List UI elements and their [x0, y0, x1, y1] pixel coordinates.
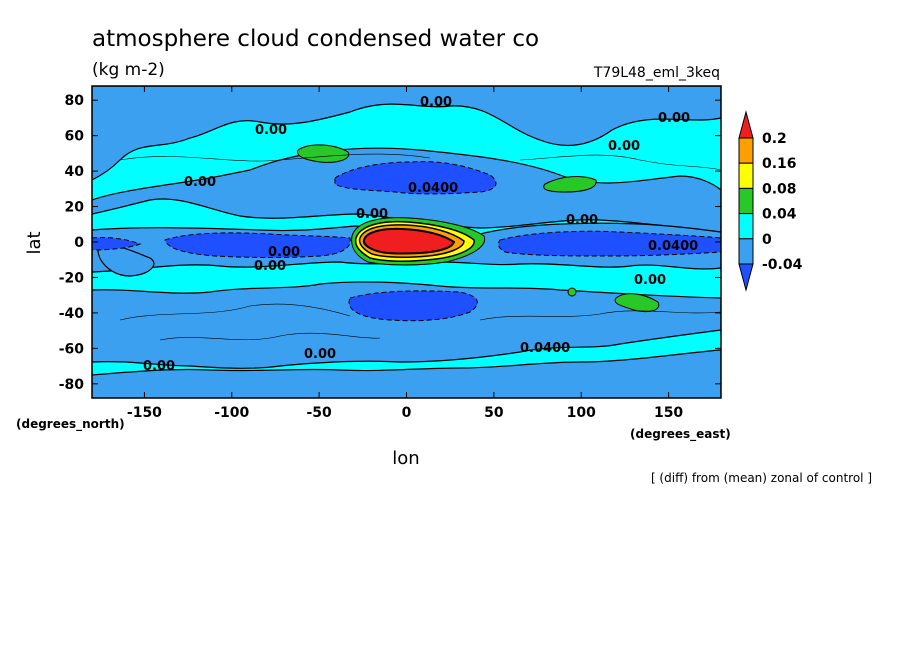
plot-area: 0.00 0.0400 0.00 0.0400 0.00 0.00 0.00 0… — [92, 86, 721, 398]
y-tick-label: -60 — [59, 341, 85, 357]
negative-regions — [92, 86, 721, 398]
contour-label: 0.00 — [268, 245, 300, 260]
contour-label: 0.0400 — [648, 239, 698, 254]
x-tick-label: -150 — [127, 405, 162, 421]
contour-label: 0.00 — [658, 111, 690, 126]
southern-band — [92, 281, 721, 369]
positive-patches — [296, 144, 660, 313]
y-axis: 80 60 40 20 0 -20 -40 -60 -80 — [59, 93, 721, 393]
thin-contour-2 — [519, 154, 721, 171]
colorbar: 0.2 0.16 0.08 0.04 0 -0.04 — [738, 110, 803, 292]
y-tick-label: 60 — [65, 129, 85, 145]
sh-midlat-minimum — [348, 290, 478, 322]
equatorial-far-west — [92, 237, 142, 251]
green-patch-nh-east — [543, 176, 597, 193]
contour-label: 0.00 — [634, 273, 666, 288]
north-polar-region — [92, 86, 721, 181]
y-tick-label: 20 — [65, 200, 85, 216]
colorbar-label: 0.04 — [762, 207, 797, 223]
green-dot-sh — [567, 287, 577, 297]
y-tick-label: -80 — [59, 377, 85, 393]
x-tick-label: 150 — [654, 405, 683, 421]
colorbar-label: 0.2 — [762, 131, 787, 147]
equatorial-east-minimum — [497, 230, 721, 257]
contour-label: 0.00 — [184, 175, 216, 190]
contour-labels: 0.00 0.0400 0.00 0.0400 0.00 0.00 0.00 0… — [143, 95, 698, 374]
thin-contour-1 — [119, 153, 431, 162]
contour-label: 0.00 — [420, 95, 452, 110]
colorbar-bottom-arrow — [738, 263, 754, 292]
chart-title: atmosphere cloud condensed water co — [92, 26, 539, 52]
thin-contour-4 — [479, 310, 721, 321]
x-units-label: (degrees_east) — [630, 427, 731, 442]
green-patch-sh — [614, 293, 660, 313]
run-label: T79L48_eml_3keq — [593, 65, 720, 81]
x-tick-label: -100 — [214, 405, 249, 421]
green-patch-nh-west — [296, 144, 350, 163]
y-tick-label: -40 — [59, 306, 85, 322]
y-tick-label: -20 — [59, 270, 85, 286]
nh-midlat-minimum — [334, 161, 497, 195]
colorbar-swatch — [738, 213, 754, 240]
south-polar-region — [92, 349, 721, 398]
colorbar-top-arrow — [738, 110, 754, 139]
chart-subtitle: (kg m-2) — [92, 60, 165, 80]
x-axis-label: lon — [392, 448, 419, 469]
y-tick-label: 80 — [65, 93, 85, 109]
x-tick-label: 50 — [484, 405, 504, 421]
y-tick-label: 0 — [74, 235, 84, 251]
colorbar-label: 0 — [762, 232, 772, 248]
x-tick-label: 0 — [402, 405, 412, 421]
equatorial-west-minimum — [164, 232, 351, 258]
thin-contours — [119, 153, 721, 341]
colorbar-swatch — [738, 187, 754, 215]
contour-label: 0.0400 — [520, 341, 570, 356]
x-tick-label: -50 — [306, 405, 332, 421]
contour-label: 0.00 — [304, 347, 336, 362]
colorbar-label: 0.08 — [762, 181, 797, 197]
african-maximum — [351, 217, 486, 266]
colorbar-swatch — [738, 162, 754, 189]
x-tick-label: 100 — [567, 405, 596, 421]
contour-label: 0.00 — [566, 213, 598, 228]
contour-label: 0.00 — [608, 139, 640, 154]
colorbar-label: 0.16 — [762, 156, 797, 172]
y-axis-label: lat — [24, 231, 45, 254]
colorbar-swatch — [738, 238, 754, 265]
y-units-label: (degrees_north) — [16, 417, 125, 432]
contour-label: 0.00 — [255, 123, 287, 138]
contour-label: 0.0400 — [408, 181, 458, 196]
contour-label: 0.00 — [254, 259, 286, 274]
x-axis: -150 -100 -50 0 50 100 150 — [127, 86, 683, 421]
colorbar-label: -0.04 — [762, 257, 803, 273]
contour-label: 0.00 — [356, 207, 388, 222]
max-red-core — [362, 227, 456, 255]
colorbar-swatch — [738, 137, 754, 164]
thin-contour-3 — [119, 303, 351, 321]
thin-contour-5 — [159, 332, 381, 341]
strong-negative-regions — [92, 161, 721, 322]
contour-label: 0.00 — [143, 359, 175, 374]
footnote: [ (diff) from (mean) zonal of control ] — [651, 471, 872, 485]
y-tick-label: 40 — [65, 164, 85, 180]
